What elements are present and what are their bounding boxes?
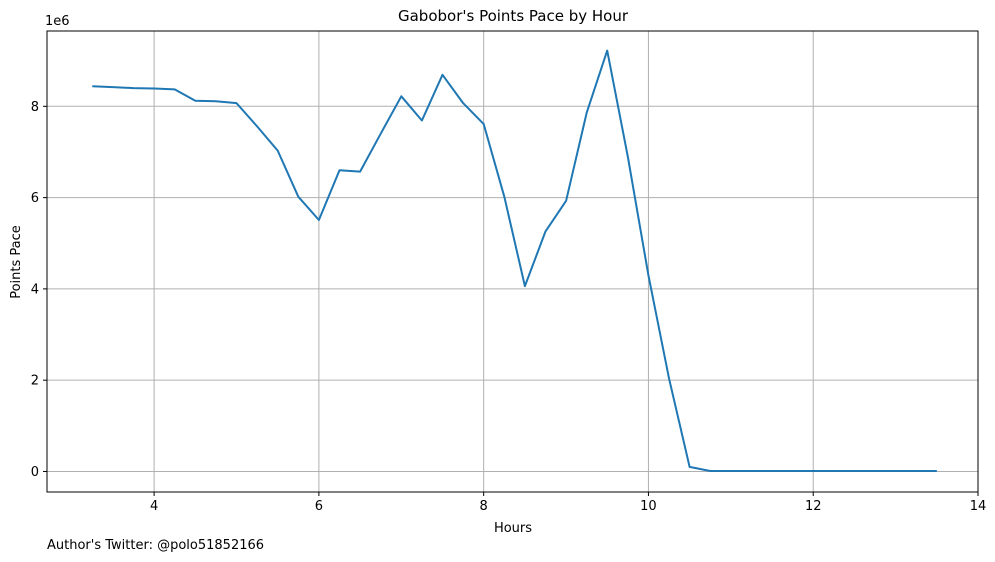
x-tick-label: 8 xyxy=(480,499,488,514)
author-credit: Author's Twitter: @polo51852166 xyxy=(47,538,265,553)
y-tick-label: 4 xyxy=(31,282,39,297)
y-tick-label: 0 xyxy=(31,465,39,480)
series-line-points-pace xyxy=(92,49,937,472)
grid-lines xyxy=(47,31,979,492)
x-tick-label: 4 xyxy=(150,499,158,514)
y-tick-label: 8 xyxy=(31,100,39,115)
y-axis-offset-label: 1e6 xyxy=(45,14,70,29)
y-axis-label: Points Pace xyxy=(9,225,24,299)
series-layer xyxy=(92,49,937,472)
y-tick-label: 6 xyxy=(31,191,39,206)
chart-title: Gabobor's Points Pace by Hour xyxy=(398,7,629,25)
x-tick-label: 10 xyxy=(640,499,657,514)
x-tick-label: 6 xyxy=(315,499,323,514)
x-axis-label: Hours xyxy=(494,521,532,536)
axis-ticks: 4 6 8 10 12 14 0 2 4 6 8 xyxy=(31,100,987,514)
x-tick-label: 12 xyxy=(805,499,822,514)
y-tick-label: 2 xyxy=(31,374,39,389)
plot-frame xyxy=(46,30,979,493)
x-tick-label: 14 xyxy=(970,499,987,514)
